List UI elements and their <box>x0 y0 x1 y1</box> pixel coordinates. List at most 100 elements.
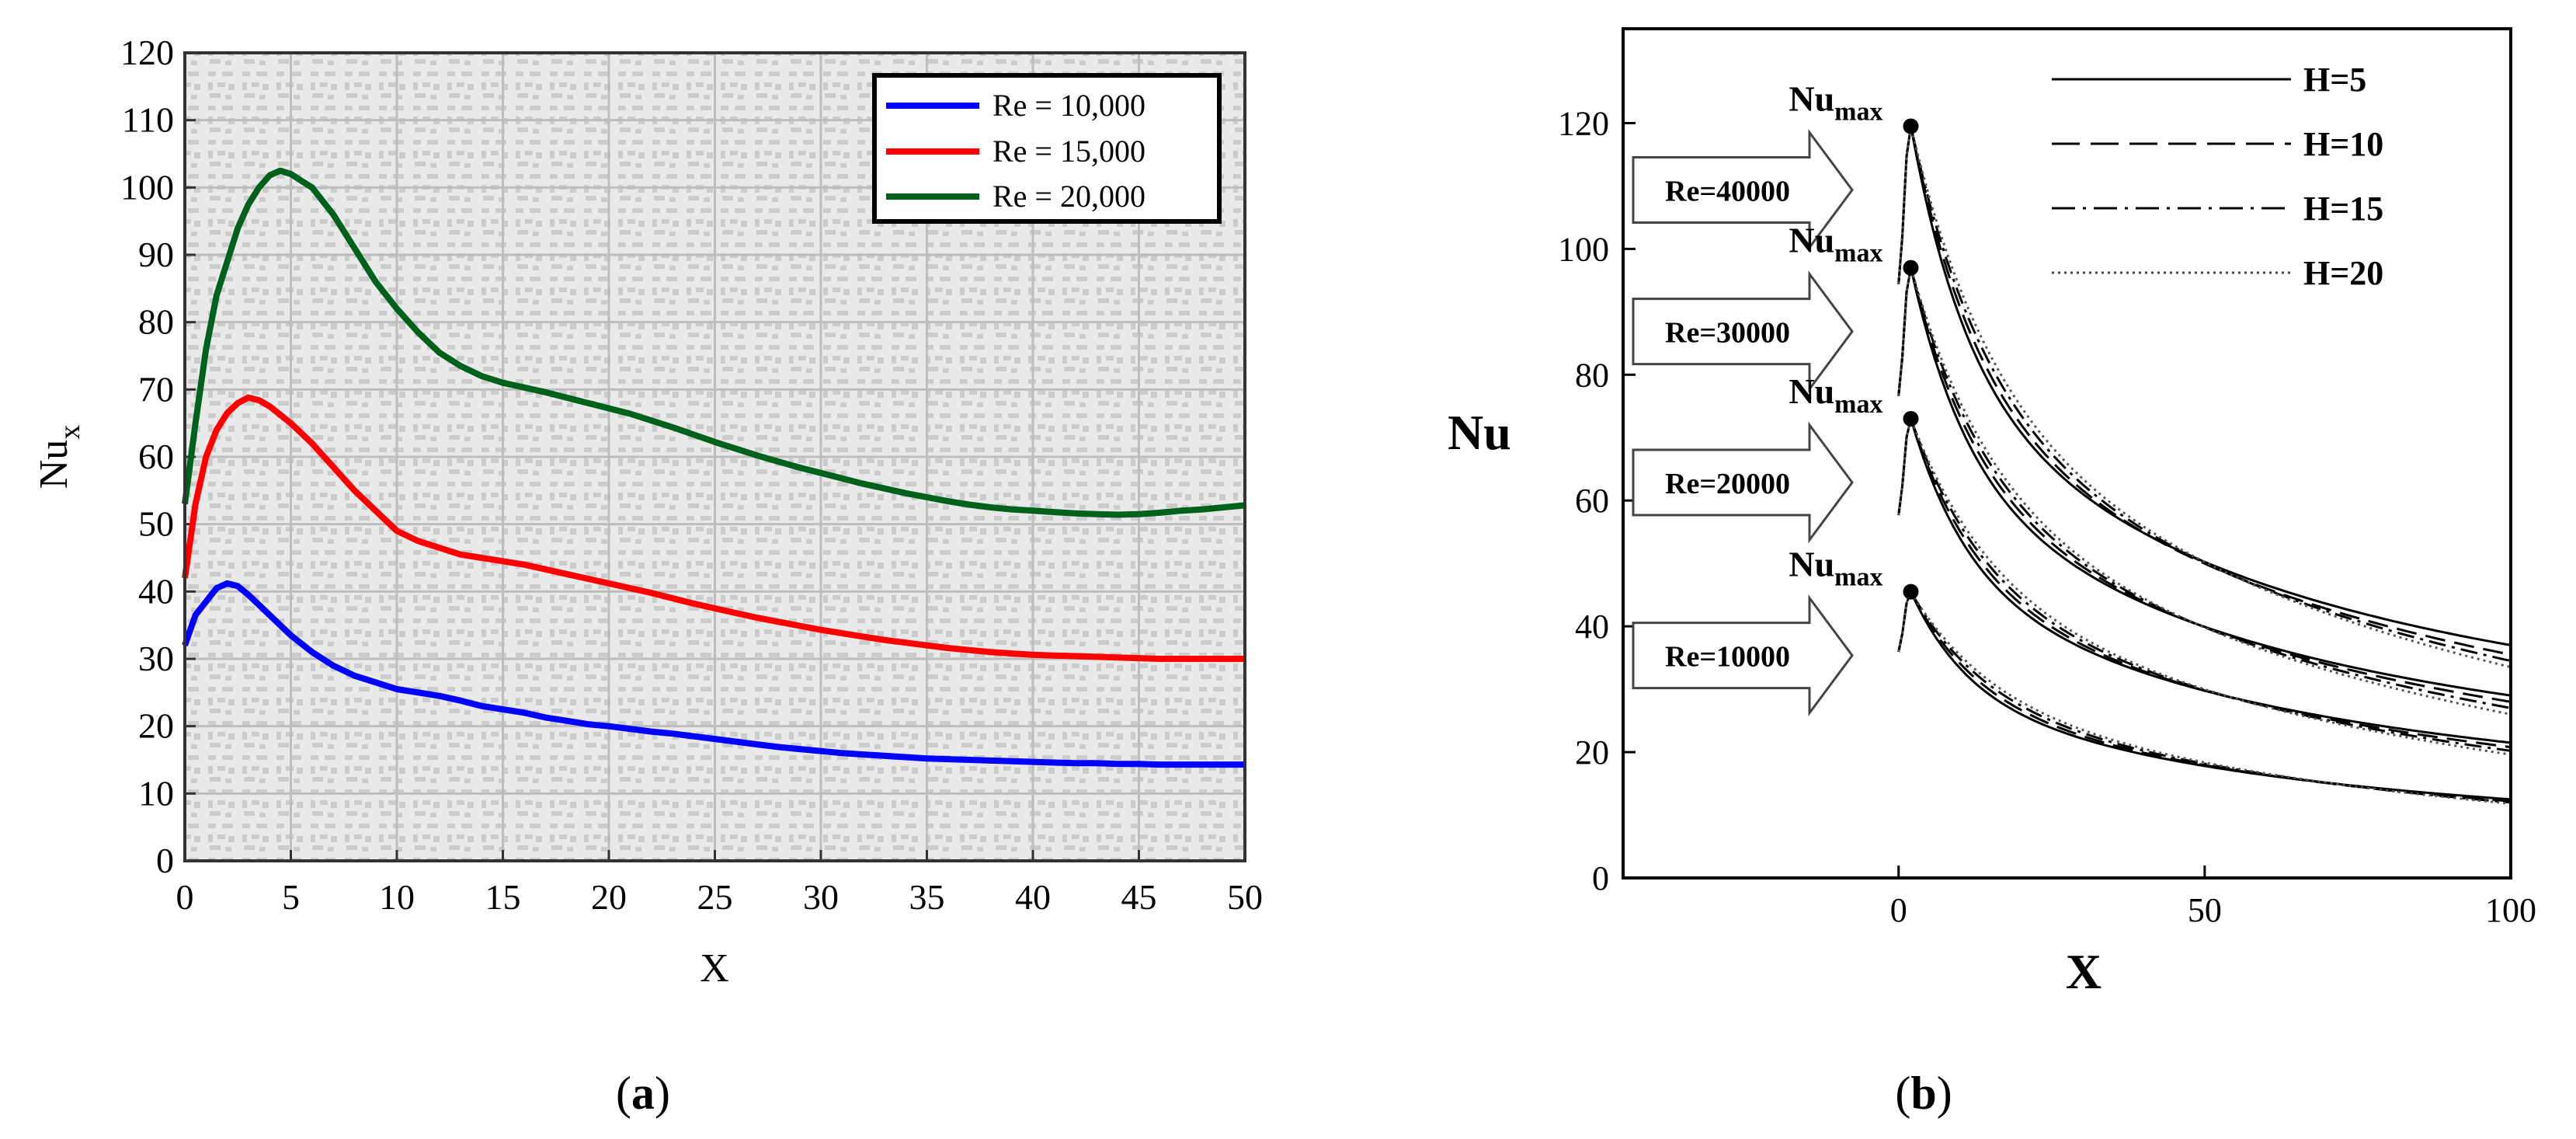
chart-b-re-arrow <box>1632 270 1854 393</box>
chart-b-series-re-40000-h10 <box>1897 125 2512 657</box>
chart-a-plot-frame <box>183 51 1246 862</box>
caption-a: (a) <box>616 1068 670 1119</box>
chart-b-peak-label-sub: max <box>1834 239 1882 268</box>
chart-a-y-tick-label: 90 <box>138 235 174 274</box>
chart-b-peak-label-main: Nu <box>1789 371 1834 411</box>
legend-b-label-h10: H=10 <box>2303 125 2383 163</box>
chart-a-x-axis-label: X <box>700 946 729 991</box>
chart-a-y-tick-label: 0 <box>156 841 174 880</box>
chart-a-y-tick-label: 100 <box>120 167 174 207</box>
chart-b-series-re-10000-h20 <box>1897 590 2512 805</box>
chart-a-y-tick-label: 110 <box>122 100 174 140</box>
chart-a-y-tick-label: 80 <box>138 302 174 342</box>
chart-b-x-tick-label: 0 <box>1890 891 1907 929</box>
chart-b-y-tick-label: 60 <box>1575 482 1609 520</box>
chart-a-y-axis-label-main: Nu <box>32 440 76 489</box>
chart-b-peak-marker <box>1903 259 1919 276</box>
caption-a-text: (a) <box>616 1068 670 1119</box>
chart-b-x-tick-label: 50 <box>2188 891 2222 929</box>
legend-b-label-h20: H=20 <box>2303 254 2383 292</box>
chart-b-series-re-20000-h10 <box>1897 417 2512 749</box>
chart-b-plot-frame <box>1622 27 2512 880</box>
chart-b-re-arrow <box>1632 421 1854 544</box>
chart-b-series-re-40000-h5 <box>1897 125 2512 646</box>
chart-a-y-tick-label: 120 <box>120 33 174 72</box>
chart-b-y-tick-label: 80 <box>1575 356 1609 394</box>
chart-a-y-tick-label: 10 <box>138 773 174 813</box>
chart-b-y-tick-label: 40 <box>1575 608 1609 646</box>
chart-b-series <box>1897 125 2512 805</box>
chart-b-series-re-10000-h15 <box>1897 590 2512 804</box>
chart-b-series-re-30000-h5 <box>1897 266 2512 697</box>
chart-a-series-line-0 <box>182 580 1245 768</box>
chart-a-x-tick-label: 15 <box>485 877 521 917</box>
caption-b-text: (b) <box>1895 1068 1952 1119</box>
legend-label-re-10000: Re = 10,000 <box>993 88 1145 123</box>
legend-b-label-h5: H=5 <box>2303 61 2366 99</box>
chart-b-x-tick-label: 100 <box>2485 891 2536 929</box>
chart-b-series-re-40000-h20 <box>1897 125 2512 669</box>
chart-a-y-tick-label: 60 <box>138 437 174 476</box>
chart-b-re-arrow <box>1632 594 1854 717</box>
chart-a-series <box>182 167 1246 768</box>
chart-a-x-tick-label: 0 <box>176 877 194 917</box>
chart-a-x-tick-label: 40 <box>1015 877 1051 917</box>
chart-a-x-tick-label: 25 <box>697 877 733 917</box>
legend-b-label-h15: H=15 <box>2303 190 2383 228</box>
chart-a-x-tick-label: 20 <box>591 877 627 917</box>
chart-b-peak-label-sub: max <box>1834 97 1882 126</box>
chart-b-peak-label: Numax <box>1789 78 1882 126</box>
chart-a-x-tick-label: 5 <box>282 877 300 917</box>
chart-b-peak-marker <box>1903 118 1919 134</box>
chart-b-series-re-30000-h20 <box>1897 266 2512 716</box>
chart-b-re-label: Re=30000 <box>1665 317 1790 350</box>
chart-b-re-label: Re=20000 <box>1665 468 1790 500</box>
chart-b-ticks: 0 50 100 0 20 40 60 80 100 120 <box>1558 104 2536 929</box>
chart-b-peak-label-sub: max <box>1834 563 1882 592</box>
chart-a-x-tick-label: 10 <box>379 877 415 917</box>
chart-b-y-tick-label: 100 <box>1558 230 1609 268</box>
chart-a-ticks: 0 5 10 15 20 25 30 35 40 45 50 0 10 20 30 40 50 60 70 80 90 1… <box>120 33 1263 917</box>
legend-label-re-20000: Re = 20,000 <box>993 179 1145 214</box>
caption-b: (b) <box>1895 1068 1952 1119</box>
chart-b-peak-marker <box>1903 583 1919 600</box>
chart-b-peak-label-main: Nu <box>1789 545 1834 584</box>
chart-a-y-axis-label-sub: x <box>54 425 86 440</box>
chart-b-legend: H=5 H=10 H=15 H=20 <box>2052 61 2383 292</box>
chart-a-legend: Re = 10,000 Re = 15,000 Re = 20,000 <box>872 73 1222 224</box>
chart-a-y-tick-label: 70 <box>138 369 174 409</box>
chart-b-peak-label-main: Nu <box>1789 78 1834 118</box>
chart-b-peak-label: Numax <box>1789 371 1882 419</box>
chart-a-y-tick-label: 50 <box>138 504 174 544</box>
chart-b-y-tick-label: 120 <box>1558 104 1609 142</box>
chart-a-series-line-2 <box>182 167 1246 518</box>
chart-b-peak-label: Numax <box>1789 221 1882 268</box>
chart-b-y-axis-label: Nu <box>1448 405 1511 460</box>
chart-a-x-tick-label: 30 <box>803 877 839 917</box>
chart-b-series-re-10000-h5 <box>1897 590 2512 801</box>
chart-b-series-re-20000-h15 <box>1897 417 2512 752</box>
chart-a-y-tick-label: 20 <box>138 706 174 746</box>
chart-a-x-tick-label: 50 <box>1227 877 1263 917</box>
chart-a-x-tick-label: 45 <box>1121 877 1157 917</box>
chart-b-y-tick-label: 0 <box>1592 859 1609 897</box>
chart-b-re-label: Re=40000 <box>1665 175 1790 207</box>
chart-b-x-axis-label: X <box>2066 944 2101 999</box>
chart-b-series-re-20000-h20 <box>1897 417 2512 756</box>
chart-a-series-line-1 <box>182 394 1245 662</box>
chart-a-y-tick-label: 30 <box>138 639 174 678</box>
chart-a-y-tick-label: 40 <box>138 571 174 611</box>
chart-b-peak-label-main: Nu <box>1789 221 1834 260</box>
chart-a: 0 5 10 15 20 25 30 35 40 45 50 0 10 20 30 40 50 60 70 80 90 1… <box>32 33 1263 991</box>
chart-b-peak-label: Numax <box>1789 545 1882 592</box>
chart-b-annotations: NumaxRe=40000NumaxRe=30000NumaxRe=20000N… <box>1632 78 1919 717</box>
chart-b-peak-label-sub: max <box>1834 390 1882 419</box>
chart-b-peak-marker <box>1903 410 1919 427</box>
legend-label-re-15000: Re = 15,000 <box>993 134 1145 169</box>
chart-b-series-re-40000-h15 <box>1897 125 2512 663</box>
chart-b-re-arrow <box>1632 128 1854 252</box>
chart-b-re-label: Re=10000 <box>1665 641 1790 674</box>
chart-a-x-tick-label: 35 <box>909 877 945 917</box>
